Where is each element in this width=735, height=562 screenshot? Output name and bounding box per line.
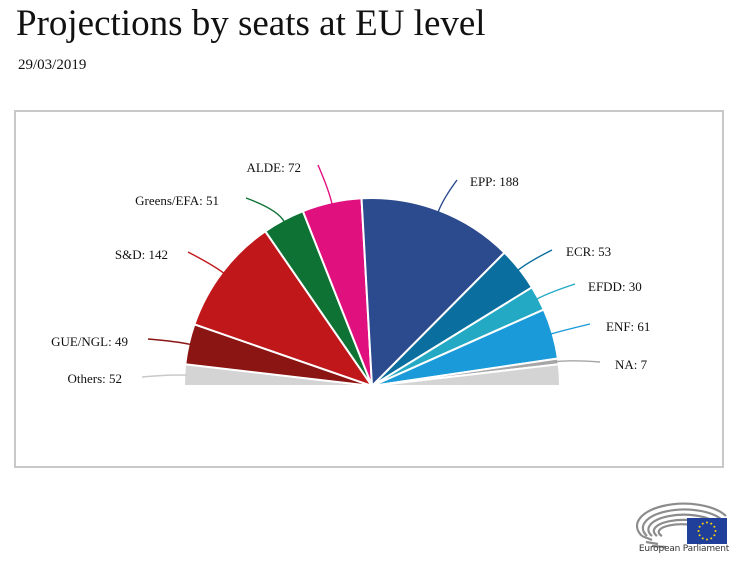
leader-lines-group xyxy=(141,164,601,378)
data-label: NA: 7 xyxy=(615,357,648,372)
star-icon xyxy=(701,522,704,525)
leader-line xyxy=(187,251,225,274)
logo-text: European Parliament xyxy=(638,544,730,554)
star-icon xyxy=(697,530,700,532)
chart-frame xyxy=(14,110,724,468)
data-label: EPP: 188 xyxy=(470,174,519,189)
star-icon xyxy=(706,538,708,541)
star-icon xyxy=(698,525,701,528)
star-icon xyxy=(706,521,708,524)
leader-line xyxy=(245,197,286,223)
date-label: 29/03/2019 xyxy=(18,57,87,73)
data-label: Greens/EFA: 51 xyxy=(135,193,219,208)
star-icon xyxy=(698,534,701,537)
leader-line xyxy=(317,164,333,205)
leader-line xyxy=(556,360,601,363)
data-label: ENF: 61 xyxy=(606,319,650,334)
slice-others xyxy=(371,363,561,387)
slices-group xyxy=(183,197,561,387)
data-label: EFDD: 30 xyxy=(588,279,642,294)
leader-line xyxy=(147,338,191,346)
leader-line xyxy=(437,179,458,213)
star-icon xyxy=(713,534,716,537)
star-icon xyxy=(714,530,717,532)
leader-line xyxy=(550,323,591,335)
data-label: ECR: 53 xyxy=(566,244,611,259)
page-title: Projections by seats at EU level xyxy=(16,3,486,44)
data-label: Others: 52 xyxy=(67,371,122,386)
data-label: S&D: 142 xyxy=(115,247,168,262)
star-icon xyxy=(710,522,713,525)
data-label: GUE/NGL: 49 xyxy=(51,334,128,349)
leader-line xyxy=(517,249,553,271)
star-icon xyxy=(701,537,704,540)
labels-group: Others: 52 GUE/NGL: 49 S&D: 142 Greens/EFA:… xyxy=(51,160,650,386)
eu-stars-icon xyxy=(697,521,717,541)
star-icon xyxy=(713,525,716,528)
european-parliament-logo xyxy=(636,502,727,549)
leader-line xyxy=(536,283,576,300)
leader-line xyxy=(141,374,187,378)
star-icon xyxy=(710,537,713,540)
data-label: ALDE: 72 xyxy=(246,160,301,175)
